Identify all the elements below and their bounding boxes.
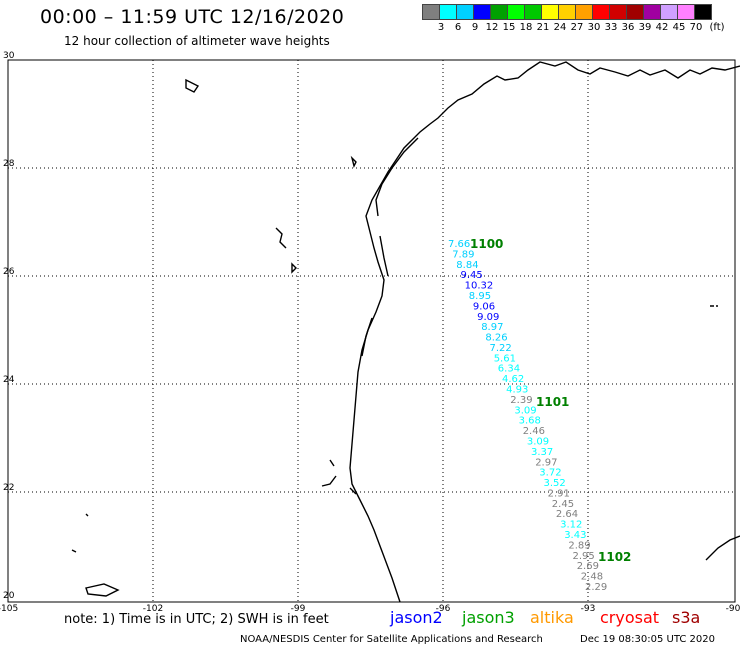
legend-level-label: 6 <box>454 22 462 33</box>
wave-height-label: 7.66 <box>448 239 470 250</box>
wave-height-label: 7.89 <box>452 249 474 260</box>
wave-height-label: 2.69 <box>577 561 599 572</box>
wave-height-label: 9.09 <box>477 312 499 323</box>
legend-level-label: 18 <box>519 22 533 33</box>
color-legend-labels: 3 6 9 12 15 18 21 24 27 30 33 36 39 42 45 70 (ft) <box>422 22 740 34</box>
sat-jason2: jason2 <box>390 608 443 627</box>
legend-level-label: 21 <box>536 22 550 33</box>
wave-height-label: 2.91 <box>548 489 570 500</box>
sat-altika-label: altika <box>530 608 574 627</box>
wave-height-label: 3.52 <box>544 478 566 489</box>
lon-tick-label: -105 <box>0 604 18 614</box>
wave-height-label: 2.97 <box>535 457 557 468</box>
lat-tick-label: 20 <box>3 591 15 601</box>
wave-height-label: 2.29 <box>585 582 607 593</box>
sat-s3a-label: s3a <box>672 608 701 627</box>
legend-swatch <box>694 4 712 20</box>
legend-level-label: 12 <box>485 22 499 33</box>
time-marker-label: 1101 <box>536 395 569 409</box>
wave-height-label: 8.95 <box>469 291 491 302</box>
legend-level-label: 15 <box>502 22 516 33</box>
sat-cryosat-label: cryosat <box>600 608 660 627</box>
mexico-coast-features <box>71 459 357 597</box>
wave-height-label: 3.09 <box>514 405 536 416</box>
legend-level-label: 24 <box>553 22 567 33</box>
sat-cryosat: cryosat <box>600 608 659 627</box>
barrier-islands <box>361 137 419 357</box>
inland-lakes <box>185 78 357 274</box>
lat-tick-label: 22 <box>3 483 14 493</box>
time-marker-label: 1100 <box>470 237 503 251</box>
coastline <box>71 61 740 603</box>
legend-level-label: 70 <box>689 22 703 33</box>
legend-unit-label: (ft) <box>709 22 725 33</box>
gulf-coastline <box>349 61 740 603</box>
lon-tick-label: -96 <box>436 604 451 614</box>
wave-height-label: 9.45 <box>461 270 483 281</box>
sat-jason3: jason3 <box>462 608 515 627</box>
lon-tick-label: -99 <box>291 604 306 614</box>
color-legend <box>422 4 712 20</box>
lat-tick-label: 26 <box>3 267 15 277</box>
legend-level-label: 9 <box>471 22 479 33</box>
wave-height-label: 3.68 <box>519 416 541 427</box>
legend-level-label: 3 <box>437 22 445 33</box>
generated-timestamp: Dec 19 08:30:05 UTC 2020 <box>580 634 715 645</box>
map-subtitle: 12 hour collection of altimeter wave hei… <box>64 34 330 48</box>
map-title: 00:00 – 11:59 UTC 12/16/2020 <box>40 6 345 28</box>
legend-level-label: 45 <box>672 22 686 33</box>
lon-tick-label: -93 <box>581 604 596 614</box>
wave-height-label: 3.37 <box>531 447 553 458</box>
legend-level-label: 39 <box>638 22 652 33</box>
footer-note: note: 1) Time is in UTC; 2) SWH is in fe… <box>64 612 329 627</box>
lat-tick-label: 24 <box>3 375 15 385</box>
lon-tick-label: -90 <box>726 604 740 614</box>
wave-height-label: 2.89 <box>568 540 590 551</box>
map-frame <box>7 59 736 603</box>
wave-height-label: 8.26 <box>485 333 507 344</box>
time-marker-label: 1102 <box>598 550 631 564</box>
credit-line: NOAA/NESDIS Center for Satellite Applica… <box>240 634 543 645</box>
lat-tick-label: 28 <box>3 159 15 169</box>
wave-height-label: 8.97 <box>481 322 503 333</box>
wave-height-label: 2.45 <box>552 499 574 510</box>
wave-height-label: 5.61 <box>494 353 516 364</box>
wave-height-label: 2.39 <box>510 395 532 406</box>
wave-height-label: 3.12 <box>560 520 582 531</box>
lat-lon-grid: -105 -102 -99 -96 -93 -90 30 28 26 24 22 20 <box>0 51 740 614</box>
legend-level-label: 33 <box>604 22 618 33</box>
lon-tick-label: -102 <box>143 604 163 614</box>
legend-level-label: 27 <box>570 22 584 33</box>
sat-jason3-label: jason3 <box>462 608 515 627</box>
wave-height-label: 2.95 <box>573 551 595 562</box>
wave-height-label: 7.22 <box>490 343 512 354</box>
sat-jason2-label: jason2 <box>390 608 443 627</box>
wave-height-label: 4.62 <box>502 374 524 385</box>
sat-altika: altika <box>530 608 574 627</box>
wave-height-label: 8.84 <box>456 260 478 271</box>
wave-height-label: 2.48 <box>581 572 603 583</box>
time-markers: 1100 1101 1102 <box>470 237 631 564</box>
wave-height-label: 9.06 <box>473 301 495 312</box>
wave-height-label: 2.64 <box>556 509 578 520</box>
wave-height-label: 10.32 <box>465 281 494 292</box>
legend-level-label: 30 <box>587 22 601 33</box>
wave-height-labels: 7.667.898.849.4510.328.959.069.098.978.2… <box>448 239 607 593</box>
wave-height-label: 2.46 <box>523 426 545 437</box>
wave-height-label: 4.93 <box>506 385 528 396</box>
wave-height-label: 6.34 <box>498 364 520 375</box>
lat-tick-label: 30 <box>3 51 15 61</box>
sat-s3a: s3a <box>672 608 700 627</box>
wave-height-label: 3.09 <box>527 437 549 448</box>
wave-height-label: 3.43 <box>564 530 586 541</box>
legend-level-label: 42 <box>655 22 669 33</box>
mexico-east-coast <box>705 535 740 561</box>
legend-level-label: 36 <box>621 22 635 33</box>
wave-height-label: 3.72 <box>539 468 561 479</box>
